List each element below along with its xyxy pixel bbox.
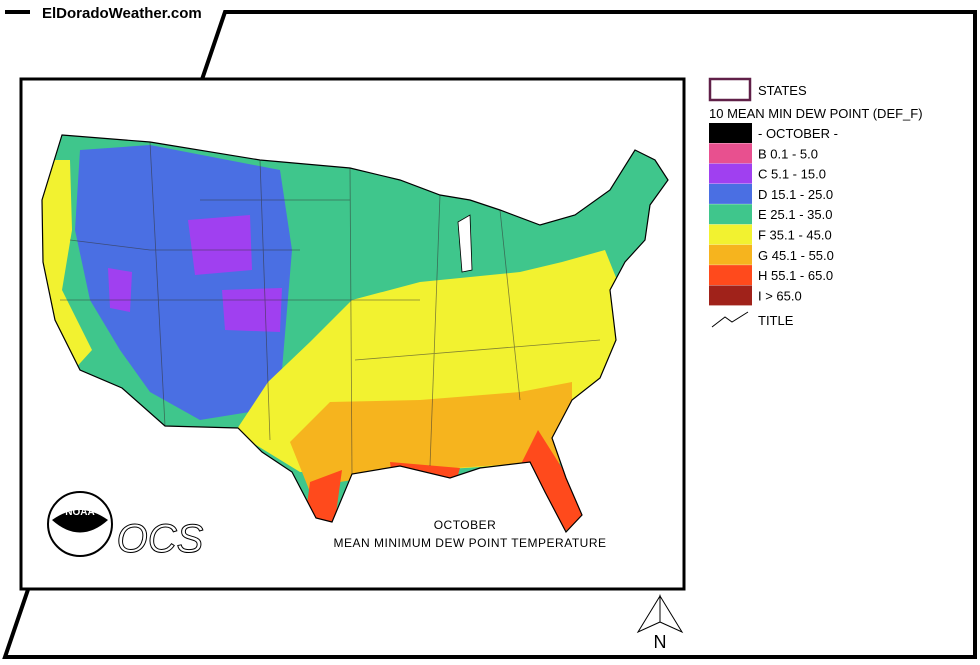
legend-swatch — [709, 183, 752, 204]
region — [222, 288, 282, 332]
north-arrow — [636, 594, 661, 634]
region — [108, 268, 132, 312]
legend-label: G 45.1 - 55.0 — [758, 248, 834, 263]
legend-swatch — [709, 143, 752, 164]
region — [520, 430, 584, 532]
legend-swatch — [709, 204, 752, 225]
legend-swatch — [709, 163, 752, 184]
legend-heading: 10 MEAN MIN DEW POINT (DEF_F) — [709, 106, 923, 121]
legend-label: H 55.1 - 65.0 — [758, 268, 833, 283]
site-title: ElDoradoWeather.com — [42, 5, 202, 22]
legend-items: - OCTOBER - B 0.1 - 5.0 C 5.1 - 15.0 D 15.1… — [709, 123, 838, 306]
legend-label: B 0.1 - 5.0 — [758, 146, 818, 161]
legend-label: F 35.1 - 45.0 — [758, 228, 832, 243]
legend-swatch — [709, 244, 752, 265]
legend-states: STATES — [758, 83, 807, 98]
lake-michigan — [457, 214, 473, 273]
region — [188, 215, 252, 275]
legend-swatch — [709, 265, 752, 286]
us-outline — [41, 134, 669, 534]
map-title: OCTOBER — [434, 518, 497, 532]
logo-text: NOAA — [65, 507, 94, 518]
legend-label: E 25.1 - 35.0 — [758, 207, 832, 222]
legend-label: C 5.1 - 15.0 — [758, 167, 826, 182]
north-label: N — [654, 632, 667, 652]
state-lines — [60, 141, 601, 475]
legend-label: D 15.1 - 25.0 — [758, 187, 833, 202]
legend-label: I > 65.0 — [758, 288, 802, 303]
states-swatch — [708, 77, 752, 102]
map-subtitle: MEAN MINIMUM DEW POINT TEMPERATURE — [333, 536, 606, 550]
region — [306, 470, 342, 528]
noaa-bird — [52, 510, 108, 533]
legend-swatch — [709, 285, 752, 306]
legend-title: TITLE — [758, 313, 794, 328]
agency-logo: OCS — [117, 517, 204, 561]
region — [75, 145, 292, 420]
legend-label: - OCTOBER - — [758, 126, 838, 141]
title-icon — [711, 311, 749, 328]
region — [290, 382, 572, 522]
north-arrow — [659, 594, 684, 634]
legend-swatch — [709, 123, 752, 143]
legend-swatch — [709, 224, 752, 245]
